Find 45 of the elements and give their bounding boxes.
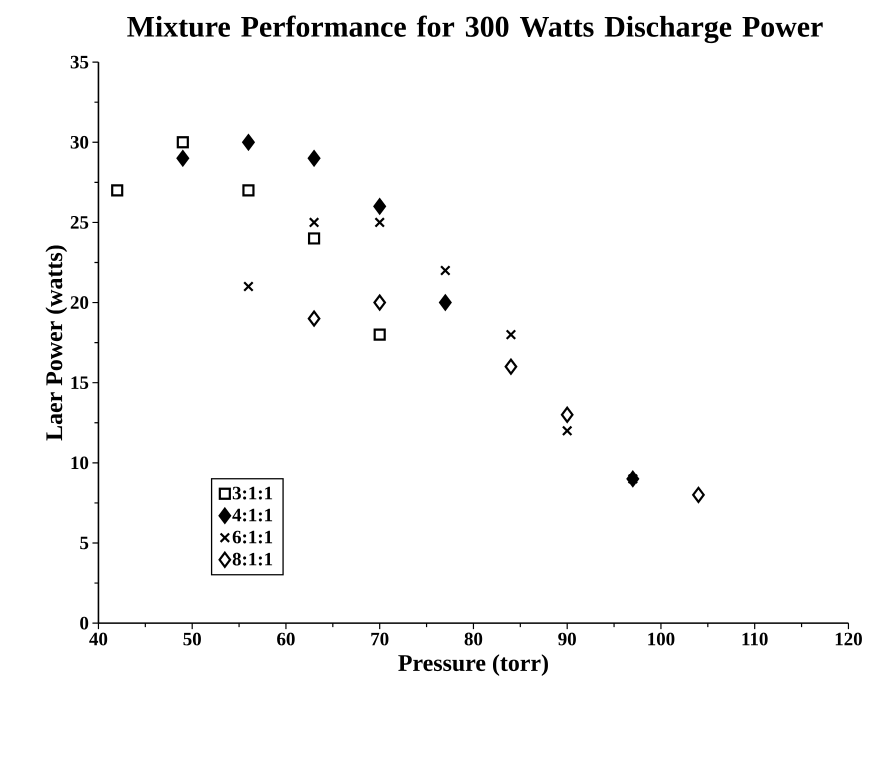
point <box>308 310 320 327</box>
y-tick-label: 10 <box>72 456 88 470</box>
y-axis-title: Laer Power (watts) <box>45 245 68 440</box>
point <box>562 425 573 436</box>
y-tick-label: 35 <box>70 56 88 68</box>
point <box>560 406 574 423</box>
chart-title: Mixture Performance for 300 Watts Discharge Power <box>127 16 823 44</box>
y-tick-label: 15 <box>72 376 88 390</box>
x-tick-label: 100 <box>648 632 674 646</box>
x-tick-label: 110 <box>742 632 768 646</box>
y-tick-label: 5 <box>80 536 88 550</box>
x-tick-label: 120 <box>836 632 862 646</box>
x-tick-label: 70 <box>371 632 388 646</box>
point <box>242 184 255 196</box>
point <box>438 294 452 311</box>
point <box>308 150 320 166</box>
y-tick-label: 25 <box>70 216 88 229</box>
point <box>440 265 451 276</box>
point <box>176 150 190 166</box>
y-tick-label: 30 <box>70 136 88 149</box>
point <box>308 232 320 245</box>
legend-label: 3:1:1 <box>232 486 272 500</box>
point <box>506 329 516 340</box>
y-tick-label: 0 <box>80 616 88 630</box>
point <box>242 134 255 150</box>
point <box>373 294 386 311</box>
x-tick-label: 90 <box>558 632 576 646</box>
legend-label: 8:1:1 <box>232 552 272 566</box>
point <box>111 184 124 196</box>
x-tick-label: 40 <box>89 632 108 646</box>
x-tick-label: 60 <box>277 632 295 646</box>
legend-label: 4:1:1 <box>232 508 272 522</box>
point <box>176 136 189 148</box>
x-tick-label: 80 <box>464 632 482 646</box>
legend-label: 6:1:1 <box>232 530 272 544</box>
y-tick-label: 20 <box>70 296 88 309</box>
point <box>374 217 386 228</box>
point <box>373 198 386 214</box>
point <box>504 358 518 375</box>
point <box>308 217 320 228</box>
point <box>692 486 705 503</box>
x-tick-label: 50 <box>183 632 201 646</box>
point <box>374 328 386 341</box>
point <box>243 281 254 292</box>
x-axis-title: Pressure (torr) <box>398 654 548 676</box>
